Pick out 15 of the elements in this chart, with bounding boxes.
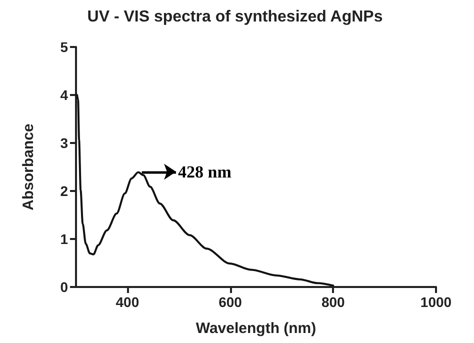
y-tick-label: 2 xyxy=(60,183,68,199)
y-tick-label: 1 xyxy=(60,231,68,247)
x-tick-label: 400 xyxy=(116,294,140,310)
annotation: 428 nm xyxy=(178,162,232,182)
x-tick-label: 1000 xyxy=(420,294,452,310)
y-tick-label: 5 xyxy=(60,39,68,55)
y-tick-label: 0 xyxy=(60,279,68,295)
y-tick-label: 4 xyxy=(60,87,68,103)
y-axis-title: Absorbance xyxy=(20,124,37,210)
x-axis-title: Wavelength (nm) xyxy=(196,320,316,337)
line-series xyxy=(76,94,334,287)
y-tick-label: 3 xyxy=(60,135,68,151)
x-tick-label: 800 xyxy=(321,294,346,310)
chart-title: UV - VIS spectra of synthesized AgNPs xyxy=(87,8,383,26)
x-tick-label: 600 xyxy=(218,294,242,310)
